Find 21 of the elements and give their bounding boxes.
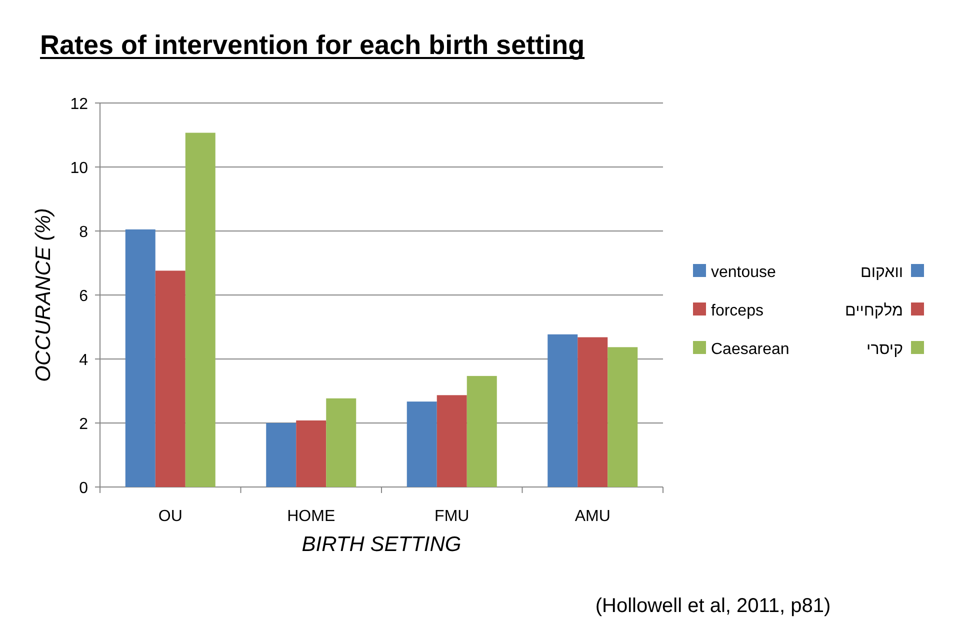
text: מלקחיים [845,302,903,320]
text: קיסרי [866,341,903,358]
legend-label: forceps [711,302,764,320]
y-tick-label: 6 [79,288,88,305]
y-axis-title: OCCURANCE (%) [32,208,55,382]
y-tick-label: 4 [79,352,88,369]
text: (Hollowell et al, 2011, p81) [595,595,831,617]
legend-label: ventouse [711,264,776,281]
text: וואקום [860,264,903,281]
x-axis-title: BIRTH SETTING [302,533,462,556]
y-tick-label: 8 [79,224,88,241]
x-tick-label: HOME [287,508,336,525]
x-tick-label: FMU [434,508,470,525]
x-tick-label: OU [158,508,182,525]
y-tick-label: 10 [70,160,88,177]
chart-title: Rates of intervention for each birth setting [40,30,585,60]
y-tick-label: 2 [79,416,88,433]
x-tick-label: AMU [574,508,610,525]
y-tick-label: 12 [70,96,88,113]
y-tick-label: 0 [79,480,88,497]
legend-label: Caesarean [711,341,790,358]
